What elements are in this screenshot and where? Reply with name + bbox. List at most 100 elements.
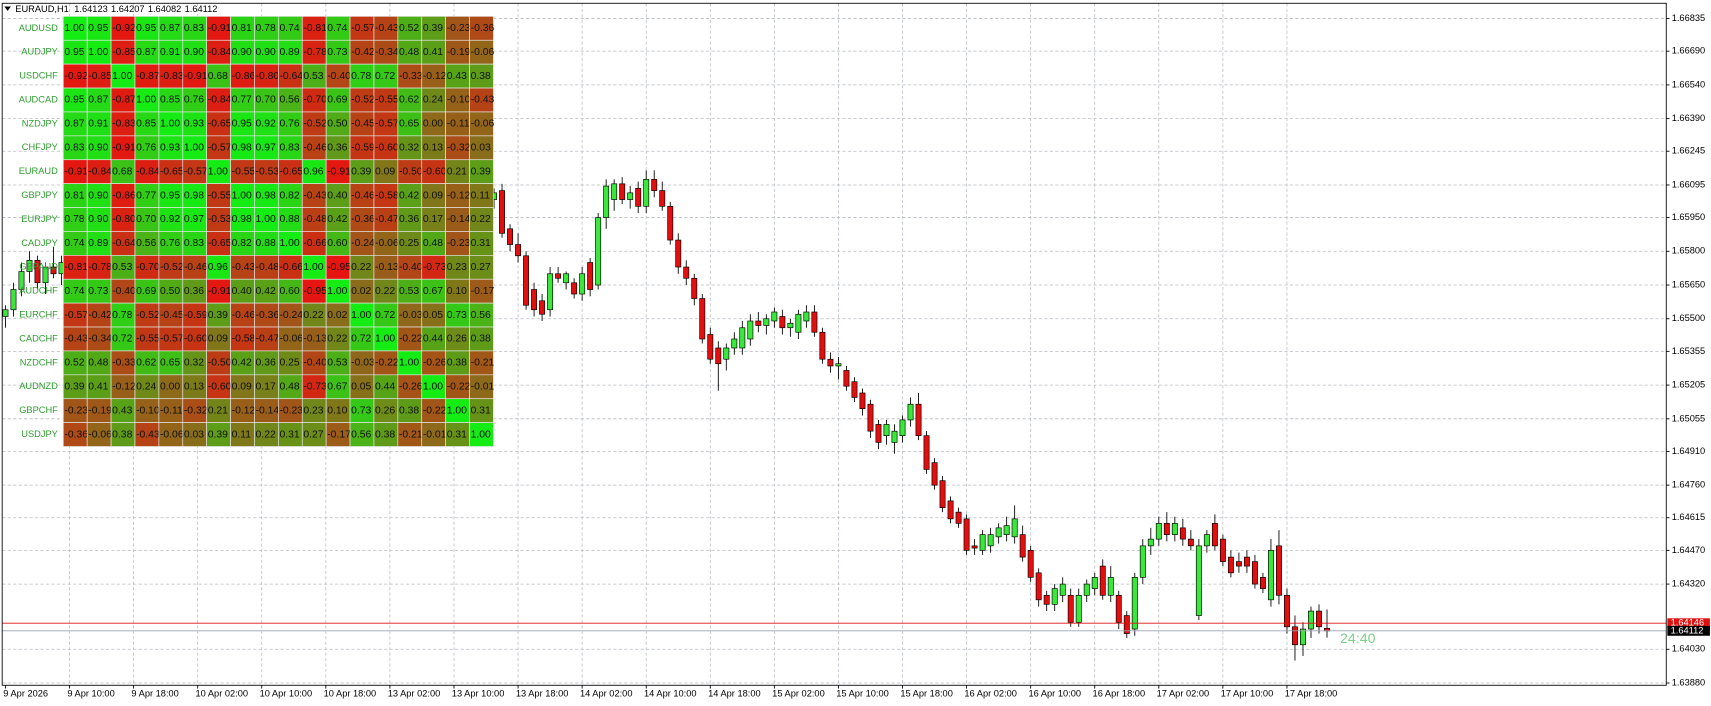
pair-label: AUDCHF	[19, 286, 58, 296]
cell-value: -0.91	[184, 71, 208, 82]
cell-value: 0.27	[303, 429, 323, 440]
cell-value: 0.81	[64, 190, 84, 201]
cell-value: -0.85	[112, 47, 136, 58]
candle-body	[1227, 556, 1234, 574]
cell-value: 0.67	[327, 382, 347, 393]
candle-body	[1203, 534, 1210, 547]
cell-value: -0.40	[327, 71, 351, 82]
candle-body	[1019, 534, 1026, 558]
cell-value: 0.87	[136, 47, 156, 58]
cell-value: 0.03	[471, 143, 491, 154]
pair-label: AUDNZD	[19, 381, 58, 391]
cell-value: 0.26	[447, 334, 467, 345]
cell-value: 0.90	[256, 47, 276, 58]
cell-value: 0.93	[184, 119, 204, 130]
candle-body	[1059, 583, 1066, 596]
candle-body	[515, 244, 522, 257]
candle-body	[1171, 523, 1178, 535]
x-tick-label: 15 Apr 18:00	[900, 688, 953, 698]
cell-value: -0.66	[279, 262, 303, 273]
cell-value: 0.95	[136, 23, 156, 34]
cell-value: 0.89	[279, 47, 299, 58]
x-tick-label: 9 Apr 10:00	[67, 688, 114, 698]
cell-value: -0.43	[303, 190, 327, 201]
cell-value: -0.33	[112, 358, 136, 369]
cell-value: 0.24	[136, 382, 156, 393]
cell-value: 0.90	[88, 143, 108, 154]
ask-label: 1.64146	[1671, 618, 1705, 628]
cell-value: -0.46	[232, 310, 256, 321]
candle-body	[1195, 545, 1202, 616]
candle-body	[1276, 545, 1282, 596]
cell-value: -0.65	[160, 166, 184, 177]
cell-value: 0.78	[351, 71, 371, 82]
cell-value: 0.43	[112, 405, 132, 416]
candle-body	[947, 500, 954, 520]
cell-value: 0.39	[64, 382, 84, 393]
cell-value: -0.43	[64, 334, 88, 345]
cell-value: -0.22	[447, 382, 471, 393]
y-tick-label: 1.65500	[1672, 313, 1706, 323]
candle-body	[531, 289, 538, 311]
cell-value: 0.95	[88, 23, 108, 34]
candle-body	[1267, 550, 1274, 601]
cell-value: 1.00	[208, 166, 228, 177]
cell-value: 0.09	[375, 166, 395, 177]
pair-label: CADCHF	[19, 333, 58, 343]
cell-value: 0.96	[303, 166, 323, 177]
cell-value: -0.47	[256, 334, 280, 345]
cell-value: -0.06	[471, 47, 495, 58]
cell-value: 0.38	[471, 71, 491, 82]
cell-value: 0.40	[232, 286, 252, 297]
cell-value: -0.78	[303, 47, 327, 58]
cell-value: 0.73	[88, 286, 108, 297]
cell-value: 0.62	[399, 95, 419, 106]
cell-value: -0.80	[256, 71, 280, 82]
cell-value: -0.73	[423, 262, 447, 273]
cell-value: -0.57	[375, 119, 399, 130]
candle-body	[995, 527, 1002, 538]
candle-body	[1139, 545, 1146, 578]
menu-arrow[interactable]	[4, 6, 11, 11]
cell-value: 0.87	[160, 23, 180, 34]
cell-value: -0.65	[279, 166, 303, 177]
candle-body	[787, 322, 794, 329]
y-tick-label: 1.65055	[1672, 413, 1706, 423]
cell-value: -0.36	[471, 23, 495, 34]
cell-value: -0.52	[351, 95, 375, 106]
candle-body	[595, 217, 602, 286]
cell-value: -0.14	[256, 405, 280, 416]
cell-value: 1.00	[423, 382, 443, 393]
candle-body	[2, 309, 9, 317]
candle-body	[931, 462, 938, 486]
candle-body	[635, 188, 642, 207]
cell-value: -0.12	[447, 190, 471, 201]
cell-value: -0.55	[136, 334, 160, 345]
cell-value: 0.53	[327, 358, 347, 369]
cell-value: -0.50	[208, 358, 232, 369]
cell-value: 0.38	[447, 358, 467, 369]
cell-value: 0.90	[88, 214, 108, 225]
cell-value: 0.72	[375, 71, 395, 82]
cell-value: 0.03	[184, 429, 204, 440]
candle-body	[731, 338, 738, 349]
cell-value: -0.83	[112, 119, 136, 130]
cell-value: -0.91	[112, 143, 136, 154]
x-tick-label: 10 Apr 02:00	[195, 688, 248, 698]
candle-body	[1043, 594, 1050, 605]
candle-body	[587, 262, 594, 290]
cell-value: 0.24	[423, 95, 443, 106]
pair-label: GBPJPY	[21, 190, 58, 200]
x-tick-label: 15 Apr 10:00	[836, 688, 889, 698]
cell-value: -0.03	[399, 310, 423, 321]
pair-label: USDJPY	[21, 429, 58, 439]
cell-value: -0.52	[136, 310, 160, 321]
cell-value: 0.56	[471, 310, 491, 321]
cell-value: 0.50	[327, 119, 347, 130]
cell-value: -0.45	[351, 119, 375, 130]
cell-value: 0.95	[232, 119, 252, 130]
cell-value: 0.23	[303, 405, 323, 416]
cell-value: 0.68	[208, 71, 228, 82]
